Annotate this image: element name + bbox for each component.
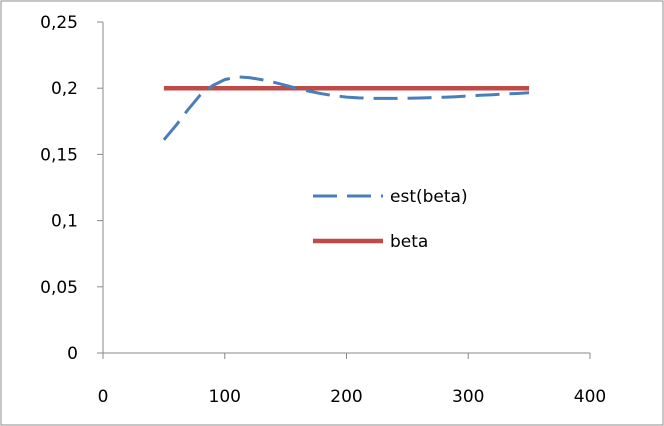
x-tick-label: 200: [330, 387, 362, 407]
y-tick-label: 0,15: [40, 145, 78, 165]
x-tick-label: 0: [98, 387, 109, 407]
y-tick-label: 0,2: [51, 79, 78, 99]
series-line-est-beta: [162, 75, 530, 141]
x-tick-label: 400: [574, 387, 606, 407]
y-tick-label: 0,05: [40, 278, 78, 298]
legend-label: beta: [390, 232, 428, 252]
y-tick-label: 0,25: [40, 13, 78, 33]
x-tick-label: 100: [209, 387, 241, 407]
x-tick-label: 300: [452, 387, 484, 407]
y-tick-label: 0: [67, 344, 78, 364]
y-tick-label: 0,1: [51, 212, 78, 232]
legend-label: est(beta): [390, 187, 468, 207]
